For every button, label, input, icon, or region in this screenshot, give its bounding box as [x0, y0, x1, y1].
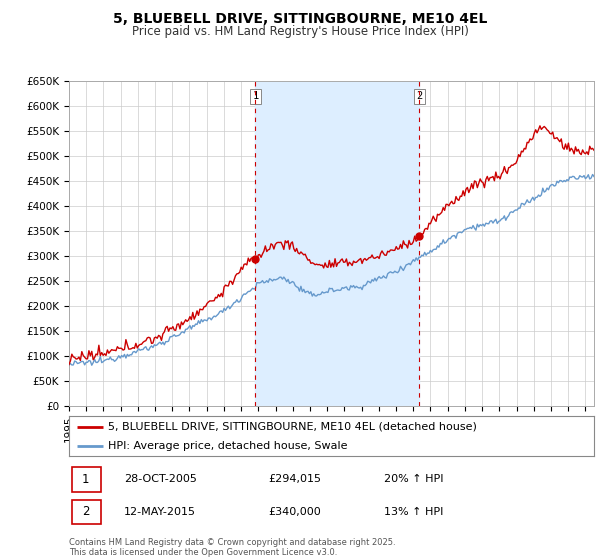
Text: £340,000: £340,000: [269, 507, 321, 517]
Text: 2: 2: [416, 91, 422, 101]
Text: £294,015: £294,015: [269, 474, 322, 484]
Text: 5, BLUEBELL DRIVE, SITTINGBOURNE, ME10 4EL (detached house): 5, BLUEBELL DRIVE, SITTINGBOURNE, ME10 4…: [109, 422, 477, 432]
FancyBboxPatch shape: [71, 467, 101, 492]
Text: 20% ↑ HPI: 20% ↑ HPI: [384, 474, 443, 484]
Text: 1: 1: [82, 473, 89, 486]
Text: 28-OCT-2005: 28-OCT-2005: [124, 474, 197, 484]
Text: Contains HM Land Registry data © Crown copyright and database right 2025.
This d: Contains HM Land Registry data © Crown c…: [69, 538, 395, 557]
Text: 2: 2: [82, 505, 89, 519]
Text: 5, BLUEBELL DRIVE, SITTINGBOURNE, ME10 4EL: 5, BLUEBELL DRIVE, SITTINGBOURNE, ME10 4…: [113, 12, 487, 26]
Text: HPI: Average price, detached house, Swale: HPI: Average price, detached house, Swal…: [109, 441, 348, 450]
FancyBboxPatch shape: [71, 500, 101, 524]
Text: 13% ↑ HPI: 13% ↑ HPI: [384, 507, 443, 517]
Text: 1: 1: [252, 91, 259, 101]
Text: 12-MAY-2015: 12-MAY-2015: [124, 507, 196, 517]
Bar: [256, 81, 419, 406]
Text: Price paid vs. HM Land Registry's House Price Index (HPI): Price paid vs. HM Land Registry's House …: [131, 25, 469, 38]
